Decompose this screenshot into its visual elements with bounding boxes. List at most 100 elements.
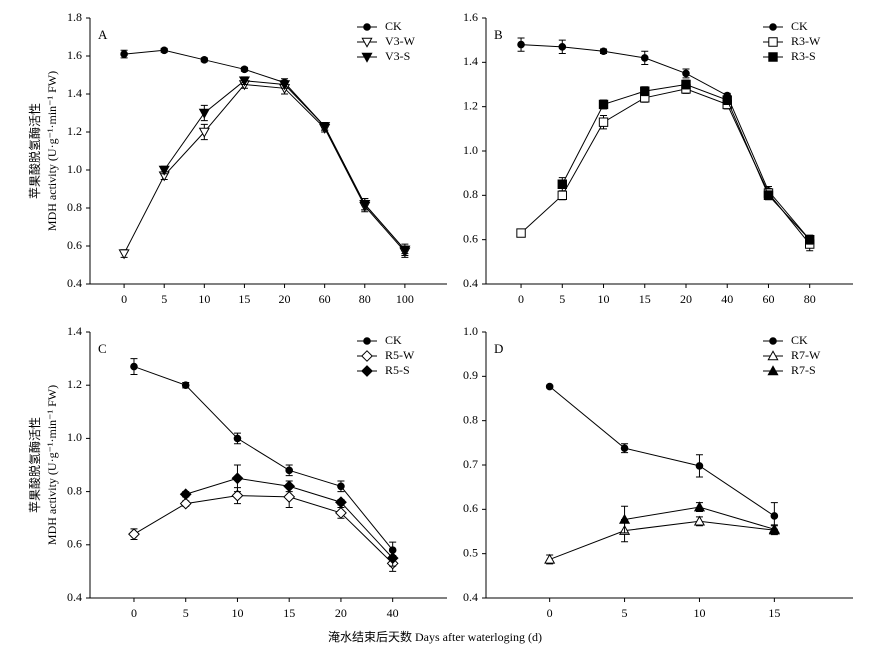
legend-label: R3-W [791, 34, 821, 48]
marker [767, 350, 779, 361]
marker [769, 337, 777, 345]
y-tick-label: 0.4 [463, 590, 478, 604]
marker [130, 362, 138, 371]
x-tick-label: 60 [762, 292, 774, 306]
x-tick-label: 10 [598, 292, 610, 306]
panel-label: C [98, 341, 107, 356]
legend-label: CK [385, 333, 402, 347]
legend-label: R7-S [791, 363, 816, 377]
series-line [549, 386, 775, 517]
x-tick-label: 20 [279, 292, 291, 306]
marker [599, 47, 608, 56]
marker [363, 337, 371, 345]
marker [386, 552, 399, 565]
y-tick-label: 0.6 [463, 501, 478, 515]
marker [399, 245, 411, 256]
y-tick-label: 0.5 [463, 545, 478, 559]
series-line [123, 83, 406, 254]
y-tick-label: 1.8 [67, 10, 82, 24]
y-tick-label: 1.4 [67, 86, 82, 100]
x-tick-label: 5 [622, 606, 628, 620]
legend-label: R5-S [385, 363, 410, 377]
marker [681, 79, 691, 90]
x-tick-label: 80 [359, 292, 371, 306]
x-tick-label: 10 [198, 292, 210, 306]
x-tick-label: 20 [680, 292, 692, 306]
marker [337, 482, 345, 491]
marker [598, 117, 609, 127]
y-tick-label: 1.0 [463, 143, 478, 157]
y-tick-label: 1.0 [463, 324, 478, 338]
marker [283, 480, 296, 493]
x-tick-label: 15 [639, 292, 651, 306]
panel-label: A [98, 27, 108, 42]
y-tick-label: 0.8 [67, 483, 82, 497]
marker [769, 23, 777, 31]
x-tick-label: 15 [768, 606, 780, 620]
series-line [124, 49, 406, 251]
marker [335, 506, 347, 519]
x-tick-label: 10 [231, 606, 243, 620]
series-line [521, 44, 811, 240]
y-axis-label: MDH activity (U·g⁻¹·min⁻¹ FW) [45, 71, 59, 231]
marker [722, 95, 732, 105]
series-line [520, 88, 811, 245]
marker [695, 462, 704, 470]
y-tick-label: 0.7 [463, 457, 478, 471]
marker [768, 37, 778, 47]
y-axis-label: MDH activity (U·g⁻¹·min⁻¹ FW) [45, 385, 59, 545]
marker [128, 528, 140, 541]
marker [361, 365, 373, 377]
marker [198, 108, 210, 119]
x-tick-label: 80 [804, 292, 816, 306]
panel: 0.4 0.6 0.8 1.0 1.2 1.4 1.6 1.8 0 5 10 15 20 60 80 100 A… [27, 10, 447, 306]
panel: 0.40.60.81.01.21.41.60 5 10 15 20 40 60 80BCKR3… [463, 10, 853, 306]
x-tick-label: 0 [518, 292, 524, 306]
series-line [133, 366, 394, 551]
y-tick-label: 1.4 [463, 54, 478, 68]
marker [516, 228, 526, 238]
marker [181, 381, 190, 390]
marker [544, 553, 556, 564]
marker [557, 190, 567, 201]
marker [363, 23, 371, 31]
y-tick-label: 0.4 [67, 276, 82, 290]
marker [640, 86, 650, 96]
y-tick-label: 0.6 [67, 537, 82, 551]
marker [517, 40, 525, 49]
marker [693, 515, 706, 526]
y-axis-label: 苹果酸脱氢酶活性 [27, 417, 42, 513]
x-tick-label: 0 [131, 606, 137, 620]
x-tick-label: 40 [721, 292, 733, 306]
marker [160, 46, 169, 55]
y-tick-label: 0.4 [67, 590, 82, 604]
marker [240, 65, 249, 74]
x-tick-label: 0 [547, 606, 553, 620]
x-tick-label: 5 [183, 606, 189, 620]
marker [558, 43, 567, 51]
y-tick-label: 0.8 [463, 412, 478, 426]
marker [767, 365, 779, 376]
y-tick-label: 0.6 [463, 231, 478, 245]
x-tick-label: 5 [559, 292, 565, 306]
x-tick-label: 5 [161, 292, 167, 306]
y-tick-label: 1.4 [67, 324, 82, 338]
marker [598, 99, 609, 110]
marker [682, 69, 690, 78]
legend-label: R7-W [791, 348, 821, 362]
y-tick-label: 0.6 [67, 238, 82, 252]
x-tick-label: 60 [319, 292, 331, 306]
marker [233, 434, 242, 443]
marker [640, 54, 649, 62]
marker [198, 127, 210, 138]
marker [158, 165, 170, 176]
y-tick-label: 1.2 [67, 124, 82, 138]
y-tick-label: 1.2 [463, 98, 478, 112]
marker [770, 512, 779, 520]
x-tick-label: 15 [238, 292, 250, 306]
legend-label: CK [791, 333, 808, 347]
marker [361, 350, 373, 362]
y-tick-label: 0.4 [463, 276, 478, 290]
y-tick-label: 1.0 [67, 430, 82, 444]
